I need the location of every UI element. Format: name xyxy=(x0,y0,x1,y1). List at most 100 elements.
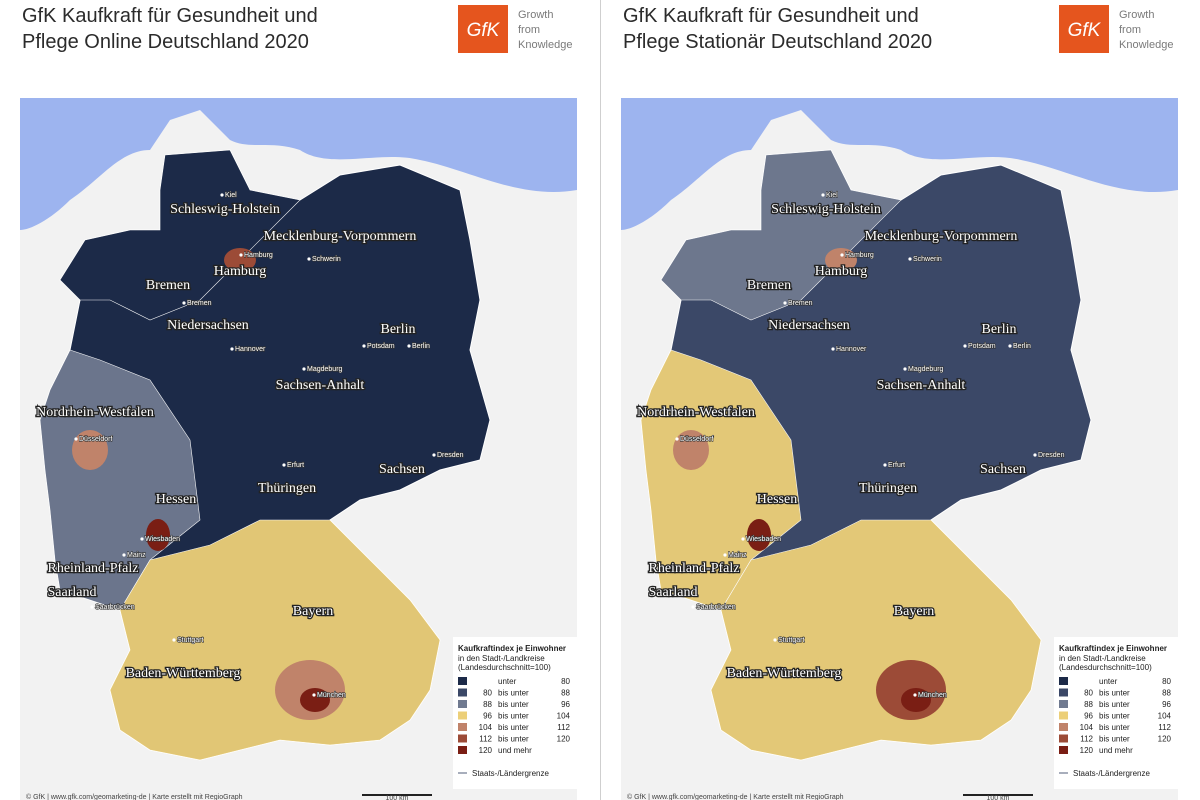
city-label: Kiel xyxy=(225,192,237,199)
legend-from: 120 xyxy=(479,746,493,755)
legend-to: 104 xyxy=(557,712,571,721)
city-dot xyxy=(302,367,306,371)
city-label: Düsseldorf xyxy=(680,436,714,443)
hotspot xyxy=(825,248,857,272)
state-label: Rheinland-Pfalz xyxy=(649,561,740,576)
legend-relation: und mehr xyxy=(1099,746,1133,755)
legend-to: 96 xyxy=(1162,700,1171,709)
city-dot xyxy=(1008,344,1012,348)
legend-relation: bis unter xyxy=(498,689,529,698)
title: Pflege Online Deutschland 2020 xyxy=(22,31,309,53)
city-label: München xyxy=(317,692,346,699)
hotspot xyxy=(901,688,931,712)
state-label: Rheinland-Pfalz xyxy=(48,561,139,576)
legend-from: 88 xyxy=(483,700,492,709)
legend-to: 120 xyxy=(1158,735,1172,744)
legend-to: 112 xyxy=(557,723,570,732)
city-dot xyxy=(821,193,825,197)
legend-relation: bis unter xyxy=(1099,700,1130,709)
legend-from: 112 xyxy=(1080,735,1093,744)
state-label: Thüringen xyxy=(859,481,917,496)
city-dot xyxy=(963,344,967,348)
legend-swatch xyxy=(1059,700,1068,708)
state-label: Nordrhein-Westfalen xyxy=(637,405,755,420)
city-dot xyxy=(773,638,777,642)
hotspot xyxy=(300,688,330,712)
legend-swatch xyxy=(458,677,467,685)
hotspot xyxy=(673,430,709,470)
legend-swatch xyxy=(1059,746,1068,754)
legend-to: 80 xyxy=(561,677,570,686)
logo-box xyxy=(1059,5,1109,53)
legend-swatch xyxy=(458,723,467,731)
state-label: Baden-Württemberg xyxy=(126,666,241,681)
state-label: Hamburg xyxy=(214,264,267,279)
city-dot xyxy=(723,553,727,557)
city-dot xyxy=(182,301,186,305)
legend-from: 88 xyxy=(1084,700,1093,709)
legend-swatch xyxy=(1059,711,1068,720)
city-label: Düsseldorf xyxy=(79,436,113,443)
city-label: Berlin xyxy=(1013,343,1031,350)
legend-to: 104 xyxy=(1158,712,1172,721)
city-dot xyxy=(282,463,286,467)
city-label: München xyxy=(918,692,947,699)
city-label: Stuttgart xyxy=(778,637,805,644)
state-label: Thüringen xyxy=(258,481,316,496)
city-label: Potsdam xyxy=(367,343,395,350)
logo-tagline: Growth xyxy=(1119,9,1154,21)
legend-swatch xyxy=(1059,688,1068,697)
scale-bar xyxy=(362,794,432,796)
legend-from: 96 xyxy=(483,712,492,721)
city-dot xyxy=(913,693,917,697)
city-label: Hannover xyxy=(836,346,867,353)
logo-mark: GfK xyxy=(1068,20,1102,41)
state-label: Sachsen xyxy=(980,462,1026,477)
city-dot xyxy=(1033,453,1037,457)
state-label: Sachsen xyxy=(379,462,425,477)
legend-subtitle: in den Stadt-/Landkreise xyxy=(1059,654,1146,663)
legend-title: Kaufkraftindex je Einwohner xyxy=(1059,644,1167,653)
city-dot xyxy=(691,605,695,609)
legend-swatch xyxy=(1059,723,1068,731)
city-dot xyxy=(840,253,844,257)
region xyxy=(660,149,902,321)
legend-relation: bis unter xyxy=(1099,735,1130,744)
legend-from: 120 xyxy=(1080,746,1094,755)
city-label: Bremen xyxy=(187,300,212,307)
legend-relation: unter xyxy=(1099,677,1118,686)
legend-to: 120 xyxy=(557,735,571,744)
hotspot xyxy=(747,519,771,551)
scale-label: 100 km xyxy=(386,795,409,800)
title: GfK Kaufkraft für Gesundheit und xyxy=(22,5,318,27)
city-label: Hannover xyxy=(235,346,266,353)
legend-relation: bis unter xyxy=(498,723,529,732)
legend-subtitle: (Landesdurchschnitt=100) xyxy=(458,663,551,672)
state-label: Hamburg xyxy=(815,264,868,279)
legend-box xyxy=(453,637,577,789)
logo-mark: GfK xyxy=(467,20,501,41)
region xyxy=(109,519,441,761)
legend-from: 80 xyxy=(1084,689,1093,698)
legend-relation: unter xyxy=(498,677,517,686)
logo-tagline: Knowledge xyxy=(518,39,572,51)
state-label: Sachsen-Anhalt xyxy=(276,378,365,393)
state-label: Hessen xyxy=(757,492,797,507)
title: Pflege Stationär Deutschland 2020 xyxy=(623,31,932,53)
city-dot xyxy=(312,693,316,697)
city-label: Dresden xyxy=(437,452,464,459)
city-dot xyxy=(675,437,679,441)
legend-from: 96 xyxy=(1084,712,1093,721)
legend-relation: bis unter xyxy=(1099,723,1130,732)
footer: © GfK | www.gfk.com/geomarketing-de | Ka… xyxy=(26,793,243,800)
city-dot xyxy=(220,193,224,197)
legend-swatch xyxy=(458,700,467,708)
city-label: Stuttgart xyxy=(177,637,204,644)
city-dot xyxy=(407,344,411,348)
logo-tagline: from xyxy=(518,24,540,36)
city-label: Wiesbaden xyxy=(145,536,180,543)
legend-swatch xyxy=(1059,677,1068,685)
legend-from: 104 xyxy=(1080,723,1094,732)
city-label: Erfurt xyxy=(888,462,905,469)
state-label: Bayern xyxy=(894,604,934,619)
